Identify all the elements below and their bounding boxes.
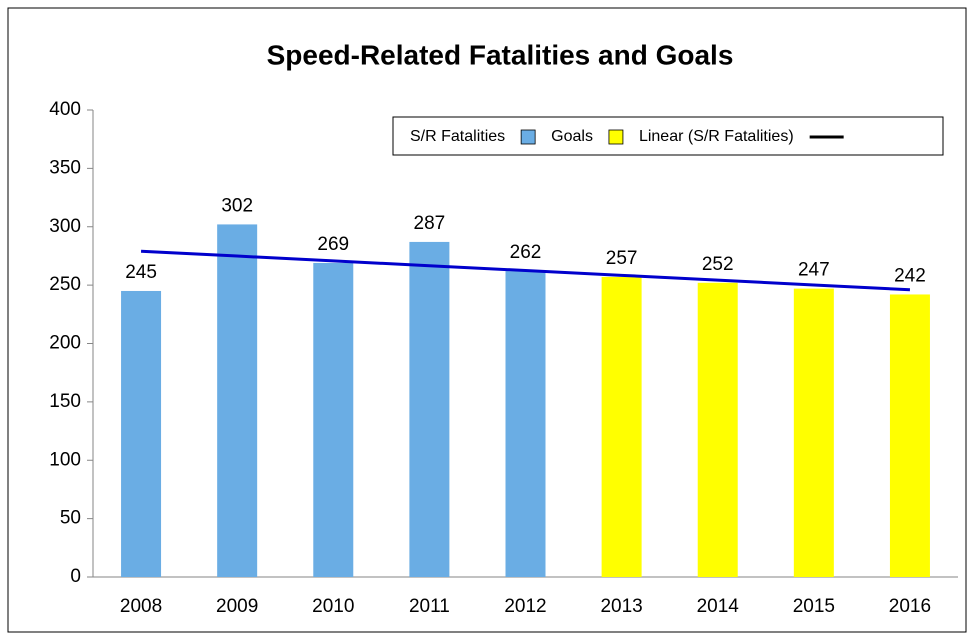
legend-swatch	[608, 129, 624, 145]
trend-line	[140, 249, 911, 292]
data-label: 269	[317, 234, 349, 255]
data-label: 242	[894, 265, 926, 286]
x-tick-label: 2013	[600, 596, 642, 617]
bar	[697, 282, 738, 577]
bar	[889, 294, 930, 577]
legend-label: Goals	[551, 128, 593, 145]
x-tick-label: 2016	[889, 596, 931, 617]
bar	[217, 224, 258, 578]
y-tick-label: 50	[60, 508, 81, 529]
y-tick-label: 100	[49, 449, 81, 470]
data-label: 262	[510, 242, 542, 263]
y-tick-label: 250	[49, 274, 81, 295]
bar	[505, 271, 546, 577]
y-tick-label: 400	[49, 99, 81, 120]
data-label: 245	[125, 262, 157, 283]
x-tick-label: 2014	[697, 596, 740, 617]
bar	[793, 288, 834, 577]
data-label: 247	[798, 260, 830, 281]
chart-title: Speed-Related Fatalities and Goals	[267, 39, 734, 70]
bar	[313, 262, 354, 577]
data-label: 302	[221, 195, 253, 216]
x-tick-label: 2008	[120, 596, 162, 617]
x-tick-label: 2009	[216, 596, 258, 617]
legend-label: S/R Fatalities	[410, 128, 505, 145]
bar	[601, 276, 642, 577]
bar	[121, 290, 162, 577]
y-tick-label: 300	[49, 216, 81, 237]
y-tick-label: 200	[49, 333, 81, 354]
data-label: 257	[606, 248, 638, 269]
legend-swatch	[520, 129, 536, 145]
data-label: 287	[414, 213, 446, 234]
legend-label: Linear (S/R Fatalities)	[639, 128, 794, 145]
x-tick-label: 2012	[504, 596, 546, 617]
x-tick-label: 2015	[793, 596, 835, 617]
x-tick-label: 2011	[409, 596, 450, 617]
legend-box	[392, 116, 944, 156]
y-tick-label: 150	[49, 391, 81, 412]
bar	[409, 241, 450, 578]
y-tick-label: 350	[49, 157, 81, 178]
data-label: 252	[702, 254, 734, 275]
x-tick-label: 2010	[312, 596, 354, 617]
y-tick-label: 0	[70, 566, 81, 587]
